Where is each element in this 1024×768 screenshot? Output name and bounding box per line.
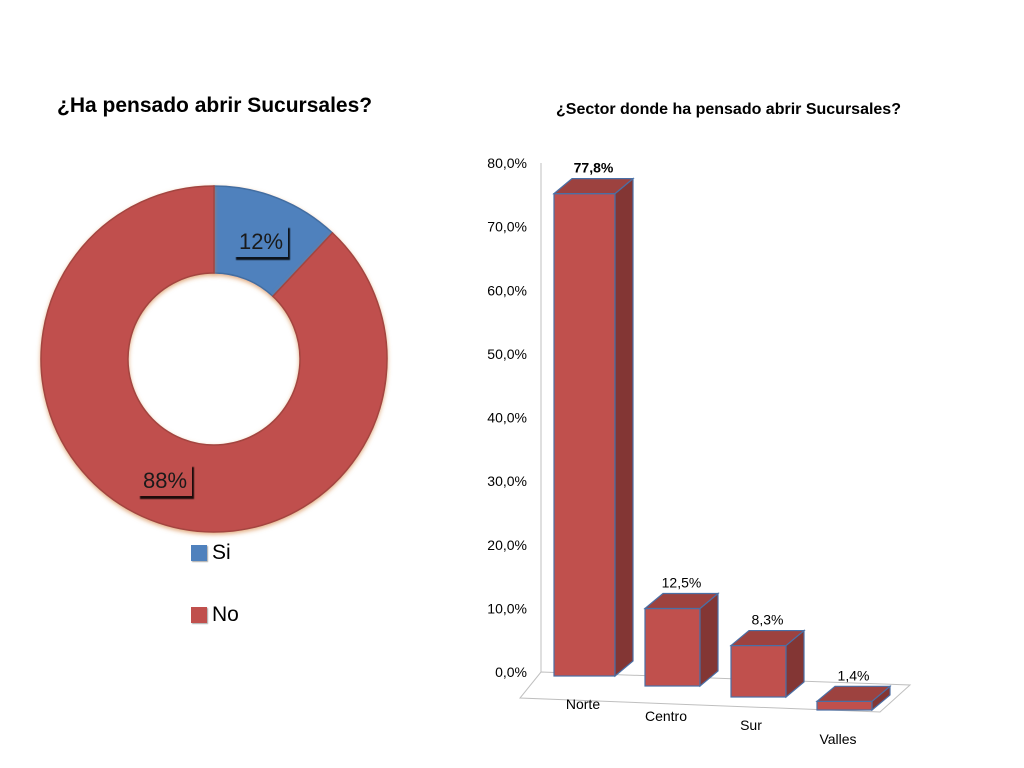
donut-data-label: 88% <box>143 468 187 493</box>
legend-label-si: Si <box>212 541 231 564</box>
y-tick-label: 50,0% <box>487 346 527 362</box>
bar-sur <box>729 629 806 699</box>
x-category-label: Norte <box>566 696 600 712</box>
donut-chart-title: ¿Ha pensado abrir Sucursales? <box>57 94 373 117</box>
donut-data-label: 12% <box>239 229 283 254</box>
legend-label-no: No <box>212 603 239 626</box>
y-tick-label: 70,0% <box>487 219 527 235</box>
y-tick-label: 40,0% <box>487 410 527 426</box>
bar-data-label: 77,8% <box>574 160 614 176</box>
donut-slice-no <box>40 185 388 533</box>
donut-label-box <box>234 225 288 257</box>
y-tick-label: 20,0% <box>487 537 527 553</box>
y-tick-label: 60,0% <box>487 282 527 298</box>
bar-chart-title: ¿Sector donde ha pensado abrir Sucursale… <box>556 101 901 118</box>
legend-swatch-si <box>191 545 207 561</box>
x-category-label: Centro <box>645 708 687 724</box>
y-tick-label: 80,0% <box>487 155 527 171</box>
legend-swatch-no <box>191 607 207 623</box>
legend-item-si: Si <box>191 538 239 568</box>
bar-data-label: 1,4% <box>838 667 870 683</box>
bar-norte <box>552 177 635 678</box>
x-category-label: Sur <box>740 717 762 733</box>
legend-item-no: No <box>191 600 239 630</box>
donut-label-box <box>138 464 192 496</box>
donut-legend: Si No <box>191 538 239 662</box>
y-tick-label: 30,0% <box>487 473 527 489</box>
bar-data-label: 12,5% <box>662 575 702 591</box>
bar-data-label: 8,3% <box>752 612 784 628</box>
y-tick-label: 10,0% <box>487 600 527 616</box>
x-category-label: Valles <box>819 731 856 747</box>
bar-valles <box>815 685 892 712</box>
bar-centro <box>643 592 720 688</box>
y-tick-label: 0,0% <box>495 664 527 680</box>
